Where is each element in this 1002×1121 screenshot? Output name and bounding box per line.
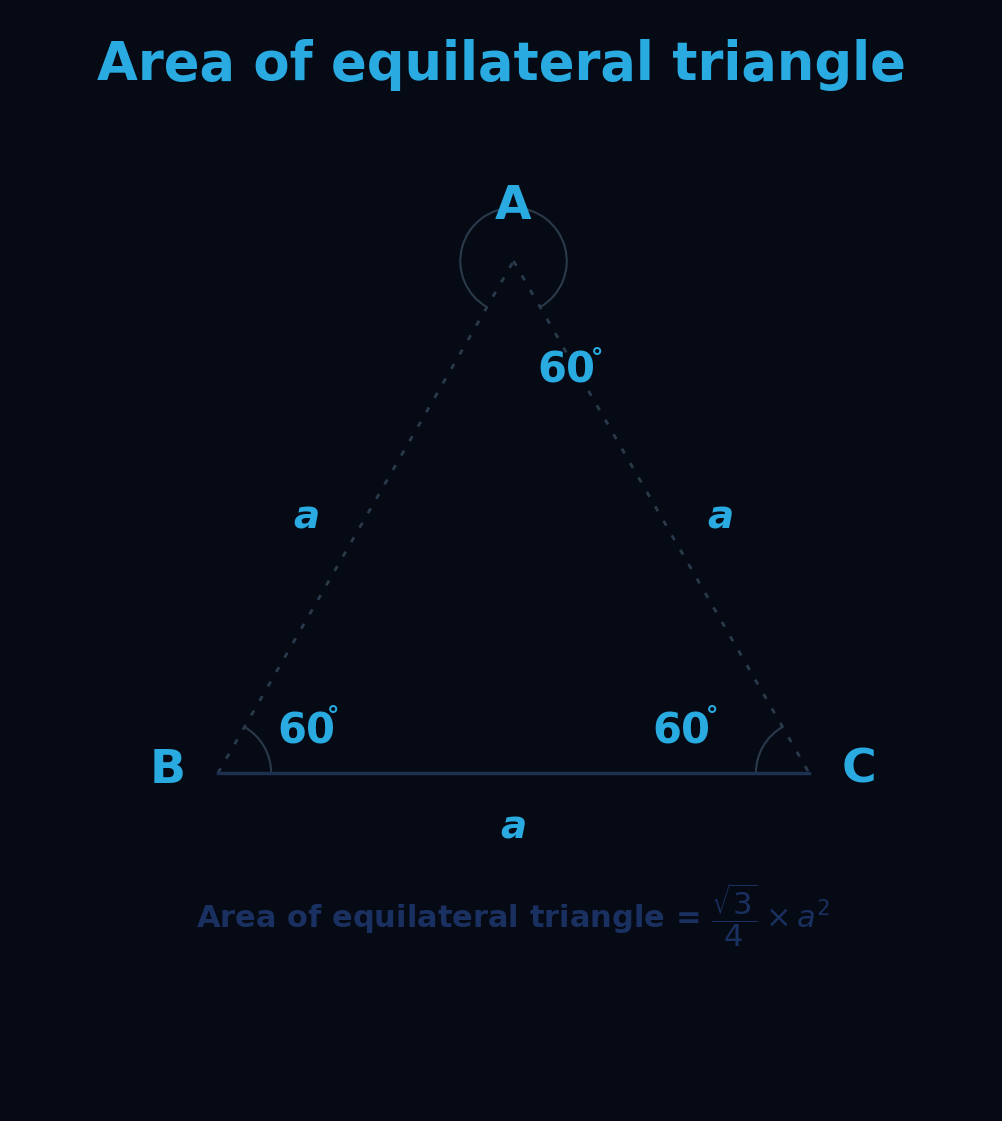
Text: a: a	[707, 498, 733, 536]
Text: a: a	[294, 498, 320, 536]
Text: °: °	[328, 705, 340, 729]
Text: B: B	[149, 748, 185, 793]
Text: °: °	[590, 346, 603, 371]
Text: A: A	[495, 184, 532, 229]
Text: Area of equilateral triangle: Area of equilateral triangle	[96, 39, 906, 91]
Text: Area of equilateral triangle = $\dfrac{\sqrt{3}}{4} \times a^2$: Area of equilateral triangle = $\dfrac{\…	[196, 881, 831, 948]
Text: 60: 60	[537, 350, 595, 391]
Text: C: C	[842, 748, 877, 793]
Text: °: °	[705, 705, 718, 729]
Text: 60: 60	[277, 711, 335, 752]
Text: a: a	[500, 808, 527, 846]
Text: 60: 60	[652, 711, 710, 752]
